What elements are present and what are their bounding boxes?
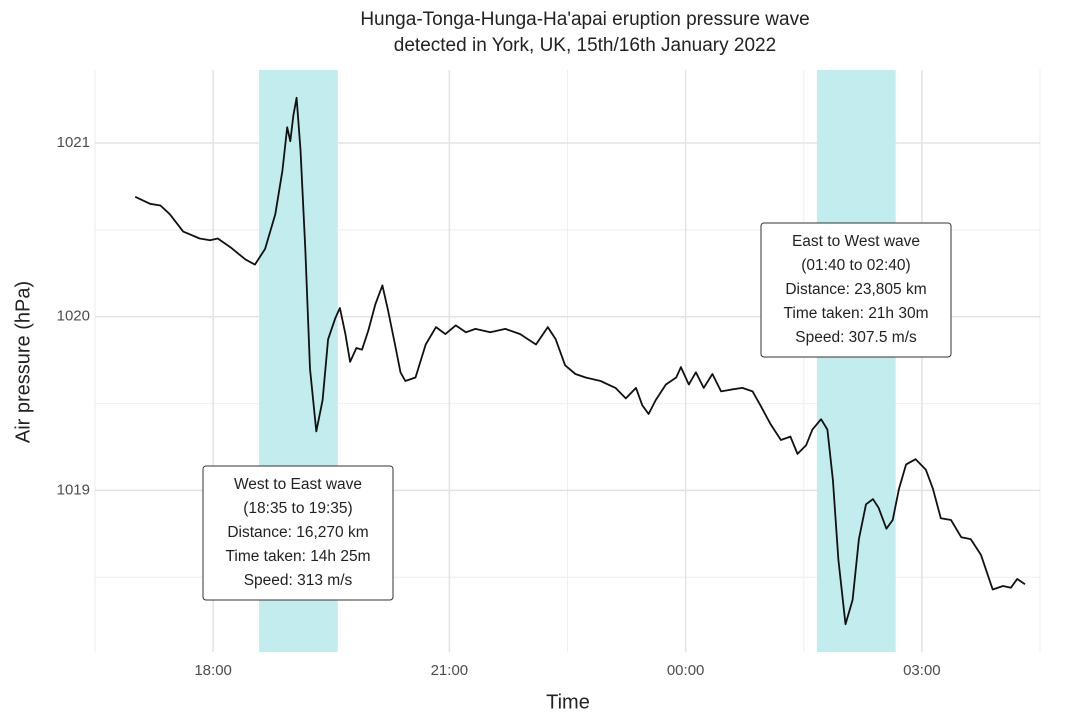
x-tick-label: 21:00 [431, 662, 469, 679]
annotation-box [202, 465, 394, 601]
annotation-text: Speed: 307.5 m/s [795, 329, 917, 346]
annotation-text: (18:35 to 19:35) [243, 500, 352, 517]
shaded-region [816, 70, 896, 652]
y-tick-label: 1019 [57, 481, 90, 498]
annotation-text: West to East wave [234, 476, 362, 493]
chart-title: Hunga-Tonga-Hunga-Ha'apai eruption press… [360, 9, 809, 30]
x-tick-label: 03:00 [903, 662, 941, 679]
x-tick-label: 18:00 [194, 662, 232, 679]
y-tick-label: 1020 [57, 308, 90, 325]
annotation-text: Time taken: 14h 25m [225, 548, 370, 565]
annotation-text: East to West wave [792, 233, 920, 250]
y-tick-label: 1021 [57, 134, 90, 151]
x-tick-label: 00:00 [667, 662, 705, 679]
annotation-box [760, 222, 952, 358]
annotation: West to East wave (18:35 to 19:35) Distanc… [202, 465, 394, 601]
annotation-text: Distance: 23,805 km [785, 281, 926, 298]
line [134, 96, 1026, 626]
annotation-text: Speed: 313 m/s [244, 572, 353, 589]
annotation-text: (01:40 to 02:40) [801, 257, 910, 274]
annotation-text: Distance: 16,270 km [227, 524, 368, 541]
x-axis-label: Time [546, 691, 590, 713]
y-axis-label: Air pressure (hPa) [12, 281, 34, 443]
chart-title: detected in York, UK, 15th/16th January … [394, 35, 776, 56]
annotation-text: Time taken: 21h 30m [783, 305, 928, 322]
annotation: East to West wave (01:40 to 02:40) Distanc… [760, 222, 952, 358]
